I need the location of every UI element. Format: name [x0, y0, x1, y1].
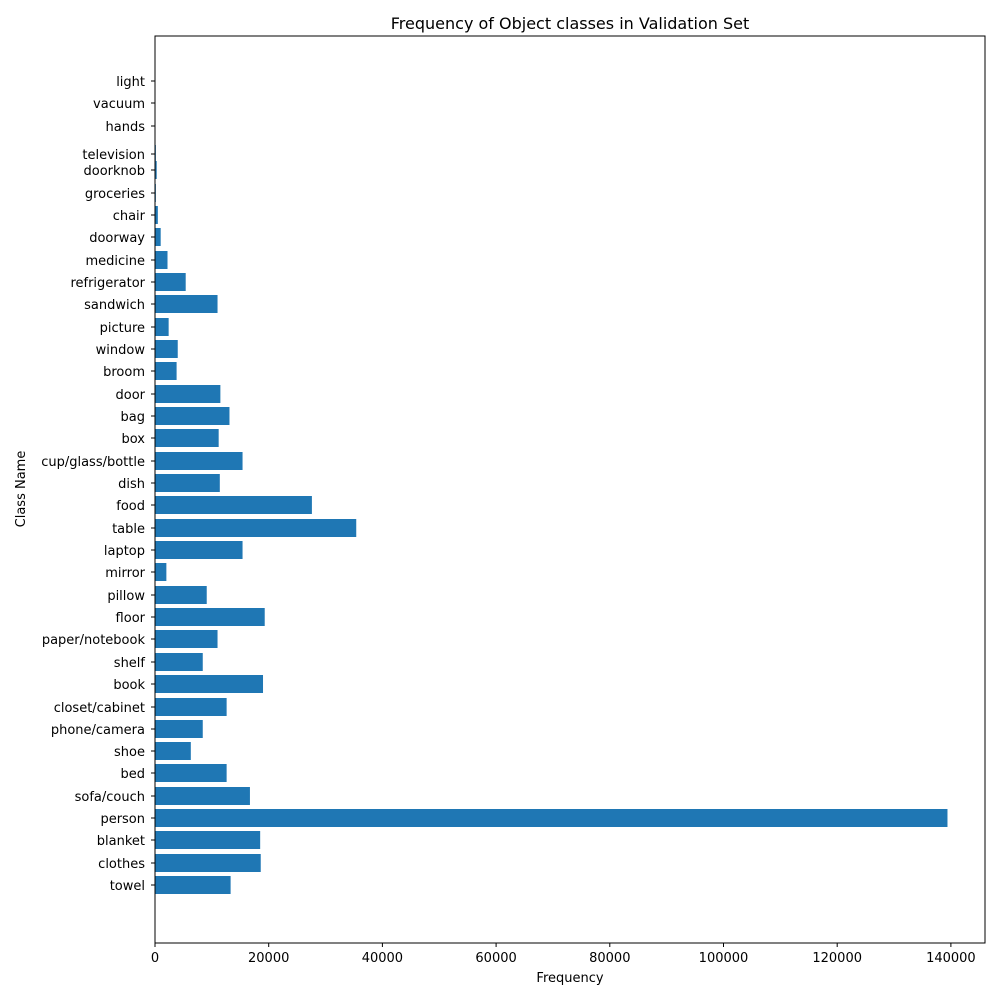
y-tick-label: doorknob — [84, 164, 145, 179]
bar-clothes — [155, 854, 261, 872]
y-tick-label: person — [100, 812, 145, 827]
y-tick-label: towel — [110, 879, 145, 894]
bar-refrigerator — [155, 273, 186, 291]
y-tick-label: laptop — [104, 544, 145, 559]
y-tick-label: blanket — [97, 834, 145, 849]
chart-title: Frequency of Object classes in Validatio… — [391, 14, 749, 33]
y-tick-label: box — [122, 432, 146, 447]
bars-group — [155, 72, 948, 894]
bar-closet-cabinet — [155, 698, 227, 716]
bar-doorway — [155, 228, 161, 246]
y-tick-label: light — [116, 75, 145, 90]
y-tick-label: table — [112, 522, 145, 537]
y-tick-label: phone/camera — [51, 723, 145, 738]
x-tick-label: 80000 — [589, 951, 630, 966]
plot-frame — [154, 35, 986, 944]
x-axis-label: Frequency — [536, 971, 603, 986]
y-tick-label: cup/glass/bottle — [41, 455, 145, 470]
bar-pillow — [155, 586, 207, 604]
y-tick-label: door — [115, 388, 145, 403]
bar-window — [155, 340, 178, 358]
bar-laptop — [155, 541, 243, 559]
y-tick-label: shoe — [114, 745, 145, 760]
bar-bag — [155, 407, 230, 425]
bar-towel — [155, 876, 231, 894]
bar-floor — [155, 608, 265, 626]
bar-blanket — [155, 831, 261, 849]
y-tick-label: food — [116, 499, 145, 514]
bar-chair — [155, 206, 158, 224]
bar-phone-camera — [155, 720, 203, 738]
x-axis-ticks: 0 20000 40000 60000 80000 100000 120000 140000 — [151, 943, 976, 966]
bar-book — [155, 675, 264, 693]
y-tick-label: medicine — [85, 254, 145, 269]
x-tick-label: 20000 — [248, 951, 289, 966]
bar-shelf — [155, 653, 203, 671]
y-tick-label: refrigerator — [70, 276, 145, 291]
y-tick-label: mirror — [105, 566, 145, 581]
x-tick-label: 100000 — [699, 951, 749, 966]
y-tick-label: hands — [106, 120, 146, 135]
bar-mirror — [155, 563, 167, 581]
x-tick-label: 120000 — [812, 951, 862, 966]
bar-table — [155, 519, 357, 537]
bar-sofa-couch — [155, 787, 250, 805]
y-tick-label: window — [96, 343, 146, 358]
bar-cup-glass-bottle — [155, 452, 243, 470]
y-tick-label: doorway — [89, 231, 145, 246]
x-tick-label: 40000 — [362, 951, 403, 966]
bar-box — [155, 429, 219, 447]
y-tick-label: paper/notebook — [42, 633, 146, 648]
bar-dish — [155, 474, 220, 492]
bar-shoe — [155, 742, 191, 760]
y-tick-label: broom — [103, 365, 145, 380]
y-tick-label: vacuum — [93, 97, 145, 112]
bar-medicine — [155, 251, 168, 269]
bar-picture — [155, 318, 169, 336]
y-tick-label: floor — [116, 611, 146, 626]
y-tick-label: shelf — [114, 656, 146, 671]
bar-broom — [155, 362, 177, 380]
bar-bed — [155, 764, 227, 782]
y-tick-label: chair — [113, 209, 146, 224]
y-tick-label: sofa/couch — [75, 790, 145, 805]
y-tick-label: groceries — [85, 187, 145, 202]
bar-doorknob — [155, 161, 157, 179]
y-axis-label: Class Name — [14, 451, 29, 528]
y-tick-label: dish — [118, 477, 145, 492]
bar-sandwich — [155, 295, 218, 313]
y-tick-label: clothes — [98, 857, 145, 872]
bar-door — [155, 385, 221, 403]
y-tick-label: bag — [121, 410, 145, 425]
x-tick-label: 60000 — [475, 951, 516, 966]
bar-person — [155, 809, 948, 827]
bar-paper-notebook — [155, 630, 218, 648]
y-tick-label: book — [113, 678, 145, 693]
y-tick-label: television — [82, 148, 145, 163]
y-tick-label: pillow — [107, 589, 145, 604]
y-tick-label: picture — [100, 321, 145, 336]
y-tick-label: sandwich — [84, 298, 145, 313]
x-tick-label: 0 — [151, 951, 159, 966]
bar-food — [155, 496, 312, 514]
x-tick-label: 140000 — [926, 951, 976, 966]
y-tick-label: closet/cabinet — [54, 701, 145, 716]
y-tick-label: bed — [120, 767, 145, 782]
